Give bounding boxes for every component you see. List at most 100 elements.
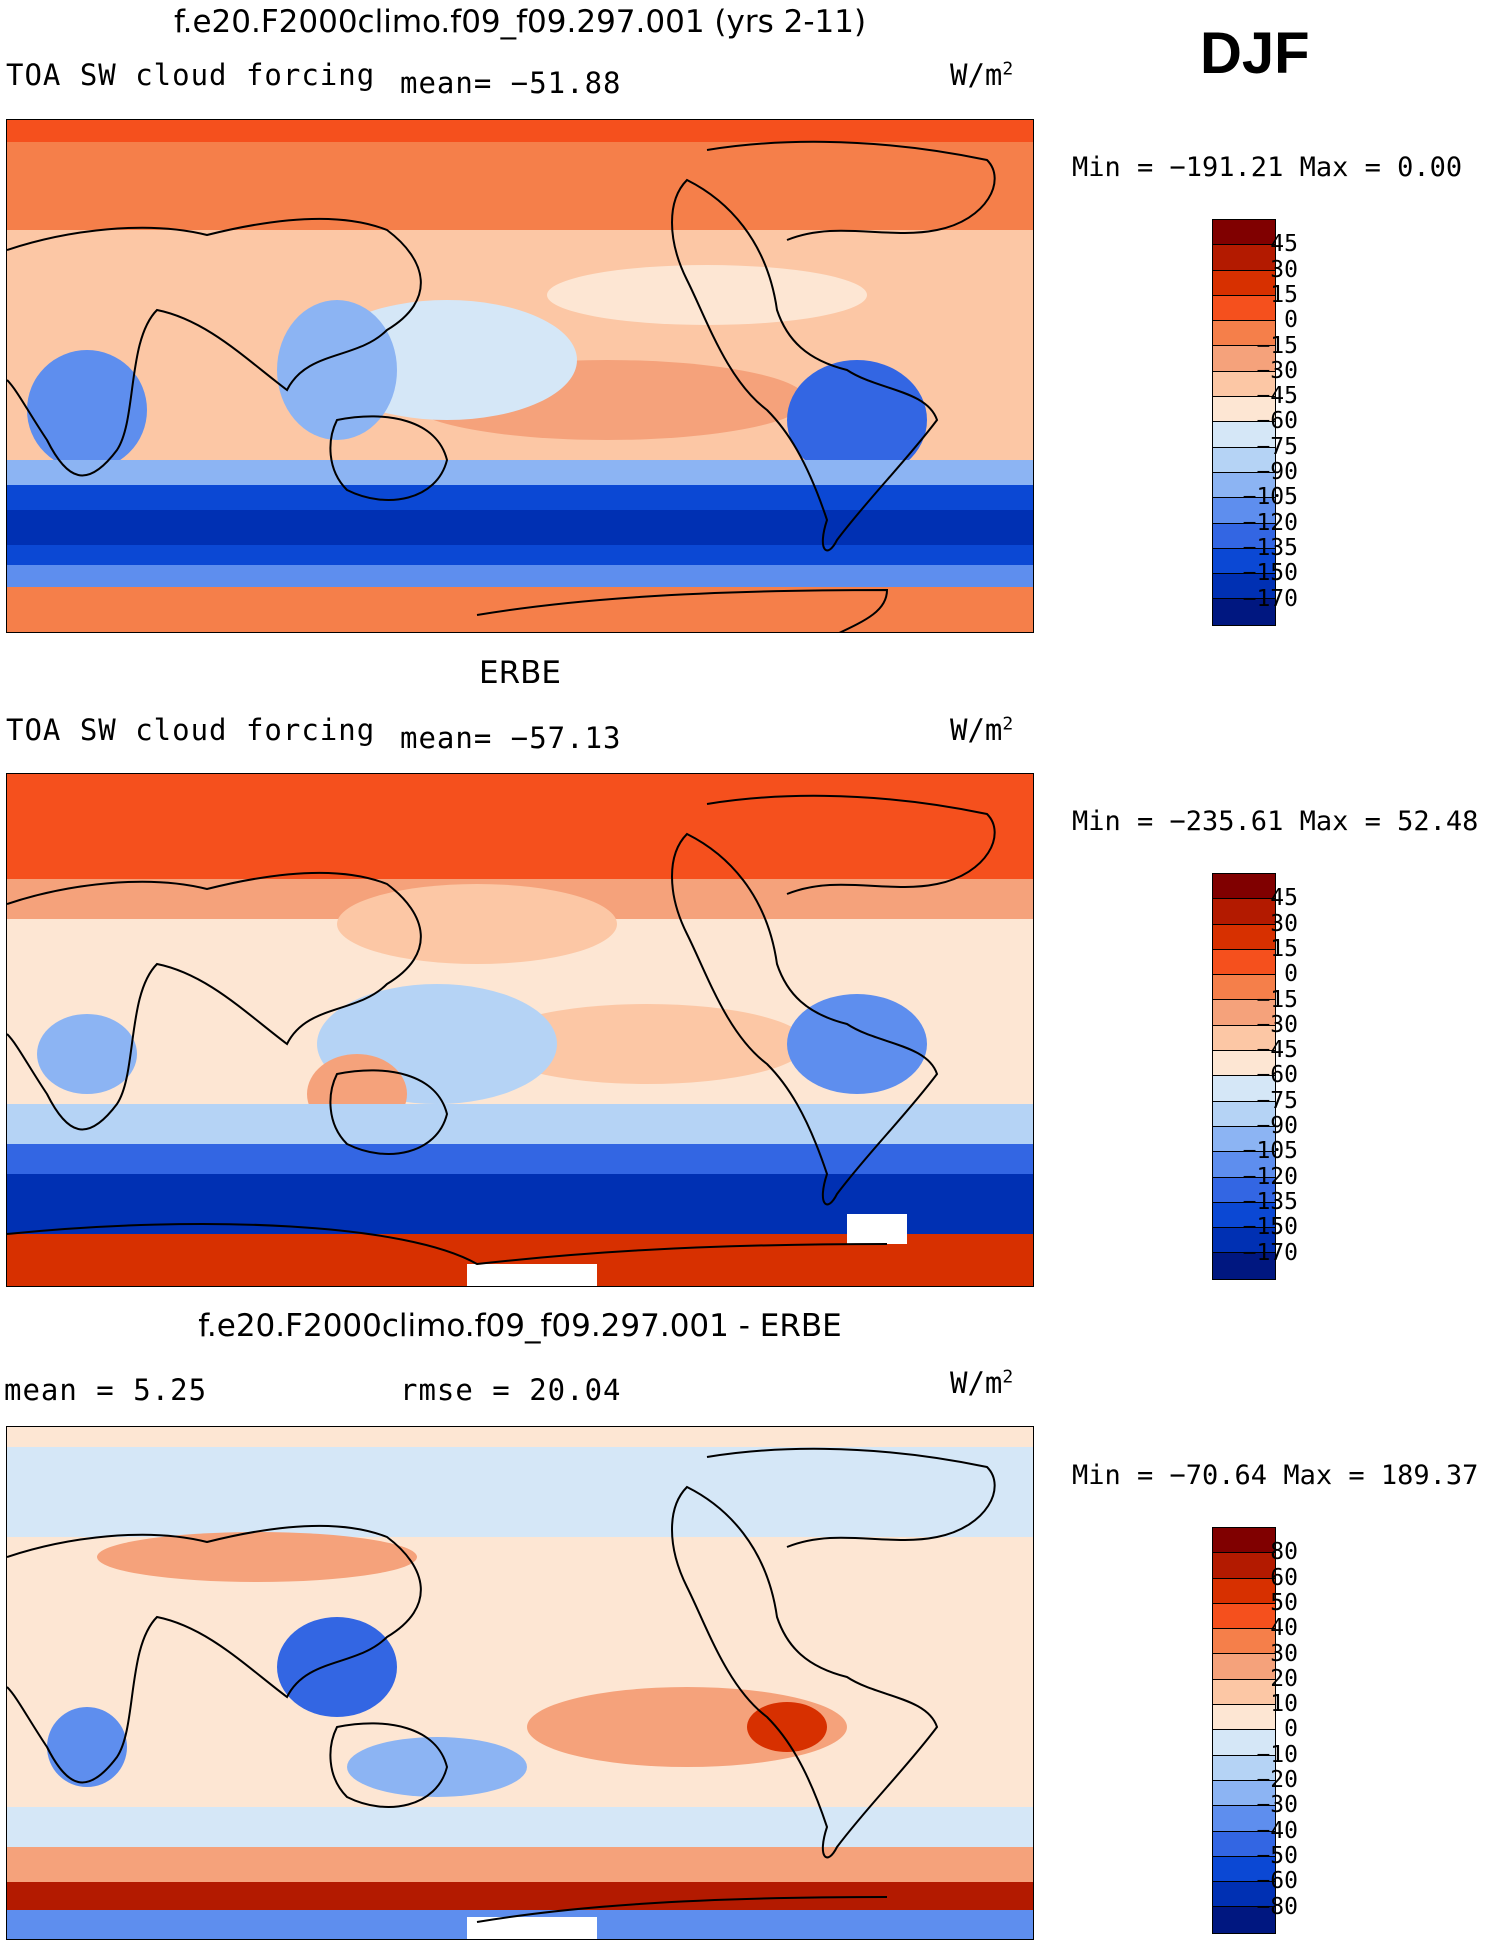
colorbar-swatch (1213, 295, 1275, 322)
colorbar-swatch (1213, 574, 1275, 600)
colorbar-tick-label: −50 (1256, 1842, 1298, 1869)
colorbar-tick-label: −105 (1242, 484, 1298, 511)
panel-1-map (6, 119, 1034, 633)
colorbar-swatch (1213, 975, 1275, 1001)
colorbar-swatch (1213, 1528, 1275, 1554)
colorbar-tick-label: −150 (1242, 560, 1298, 587)
colorbar-swatch (1213, 548, 1275, 575)
colorbar-tick-label: −60 (1256, 1868, 1298, 1895)
colorbar-tick-label: 0 (1284, 307, 1298, 334)
colorbar-swatch (1213, 924, 1275, 950)
panel-2-map-svg (7, 774, 1033, 1286)
colorbar-tick-label: 45 (1270, 885, 1298, 912)
colorbar-swatch (1213, 1705, 1275, 1731)
colorbar-swatch (1213, 899, 1275, 925)
colorbar-tick-label: −90 (1256, 1113, 1298, 1139)
colorbar-swatch (1213, 1629, 1275, 1655)
panel-3-colorbar (1212, 1527, 1276, 1934)
panel-2-colorbar (1212, 873, 1276, 1280)
panel-1-mean: mean= −51.88 (400, 66, 622, 100)
panel-2-units: W/m2 (950, 713, 1014, 747)
colorbar-swatch (1213, 1152, 1275, 1178)
colorbar-swatch (1213, 1126, 1275, 1153)
colorbar-tick-label: −30 (1256, 1011, 1298, 1038)
panel-3-map (6, 1426, 1034, 1940)
colorbar-tick-label: −60 (1256, 408, 1298, 435)
colorbar-tick-label: −170 (1242, 1239, 1298, 1266)
panel-1-title: f.e20.F2000climo.f09_f09.297.001 (yrs 2-… (173, 4, 867, 40)
colorbar-swatch (1213, 1578, 1275, 1604)
colorbar-swatch (1213, 1177, 1275, 1203)
colorbar-swatch (1213, 1025, 1275, 1052)
colorbar-tick-label: 50 (1270, 1589, 1298, 1616)
colorbar-swatch (1213, 422, 1275, 448)
colorbar-tick-label: 15 (1270, 935, 1298, 962)
colorbar-tick-label: −60 (1256, 1062, 1298, 1089)
colorbar-swatch (1213, 599, 1275, 625)
colorbar-swatch (1213, 523, 1275, 549)
colorbar-tick-label: 0 (1284, 961, 1298, 988)
colorbar-swatch (1213, 447, 1275, 473)
colorbar-tick-label: −30 (1256, 357, 1298, 384)
panel-2-map (6, 773, 1034, 1287)
colorbar-swatch (1213, 1553, 1275, 1579)
panel-3-minmax: Min = −70.64 Max = 189.37 (1072, 1460, 1479, 1491)
colorbar-tick-label: −40 (1256, 1817, 1298, 1844)
panel-1-variable: TOA SW cloud forcing (6, 58, 376, 92)
colorbar-swatch (1213, 220, 1275, 246)
colorbar-tick-label: −135 (1242, 534, 1298, 561)
colorbar-tick-label: 40 (1270, 1615, 1298, 1642)
colorbar-swatch (1213, 1000, 1275, 1026)
panel-3-map-svg (7, 1427, 1033, 1939)
colorbar-tick-label: −10 (1256, 1741, 1298, 1768)
colorbar-swatch (1213, 1051, 1275, 1077)
colorbar-tick-label: 30 (1270, 910, 1298, 937)
panel-2-minmax: Min = −235.61 Max = 52.48 (1072, 806, 1479, 837)
colorbar-tick-label: 30 (1270, 1640, 1298, 1667)
colorbar-swatch (1213, 270, 1275, 296)
colorbar-tick-label: −80 (1256, 1893, 1298, 1920)
colorbar-tick-label: −45 (1256, 1037, 1298, 1064)
colorbar-swatch (1213, 874, 1275, 900)
colorbar-swatch (1213, 1679, 1275, 1706)
colorbar-swatch (1213, 498, 1275, 524)
colorbar-swatch (1213, 1101, 1275, 1127)
colorbar-swatch (1213, 1253, 1275, 1279)
colorbar-swatch (1213, 949, 1275, 976)
colorbar-tick-label: 10 (1270, 1691, 1298, 1718)
panel-2-variable: TOA SW cloud forcing (6, 713, 376, 747)
colorbar-tick-label: −15 (1256, 332, 1298, 359)
colorbar-tick-label: −135 (1242, 1188, 1298, 1215)
season-label: DJF (1200, 21, 1310, 86)
colorbar-tick-label: 15 (1270, 281, 1298, 308)
colorbar-swatch (1213, 1882, 1275, 1908)
colorbar-swatch (1213, 1730, 1275, 1756)
colorbar-tick-label: −30 (1256, 1792, 1298, 1819)
panel-3-rmse: rmse = 20.04 (400, 1373, 622, 1407)
colorbar-swatch (1213, 1654, 1275, 1680)
colorbar-swatch (1213, 397, 1275, 423)
colorbar-tick-label: −20 (1256, 1767, 1298, 1793)
colorbar-swatch (1213, 1076, 1275, 1102)
panel-3-mean: mean = 5.25 (4, 1373, 208, 1407)
colorbar-tick-label: −105 (1242, 1138, 1298, 1165)
colorbar-swatch (1213, 1603, 1275, 1630)
colorbar-tick-label: 30 (1270, 256, 1298, 283)
colorbar-tick-label: 0 (1284, 1716, 1298, 1743)
panel-1-minmax: Min = −191.21 Max = 0.00 (1072, 152, 1463, 183)
colorbar-tick-label: 60 (1270, 1564, 1298, 1591)
panel-1-units: W/m2 (950, 58, 1014, 92)
colorbar-swatch (1213, 472, 1275, 499)
panel-1-colorbar (1212, 219, 1276, 626)
colorbar-tick-label: −45 (1256, 383, 1298, 410)
colorbar-swatch (1213, 371, 1275, 398)
colorbar-swatch (1213, 321, 1275, 347)
colorbar-swatch (1213, 1907, 1275, 1933)
colorbar-swatch (1213, 346, 1275, 372)
colorbar-swatch (1213, 1202, 1275, 1229)
colorbar-tick-label: −120 (1242, 509, 1298, 536)
panel-1-map-svg (7, 120, 1033, 632)
panel-2-mean: mean= −57.13 (400, 721, 622, 755)
colorbar-tick-label: −75 (1256, 1087, 1298, 1114)
colorbar-swatch (1213, 1856, 1275, 1883)
